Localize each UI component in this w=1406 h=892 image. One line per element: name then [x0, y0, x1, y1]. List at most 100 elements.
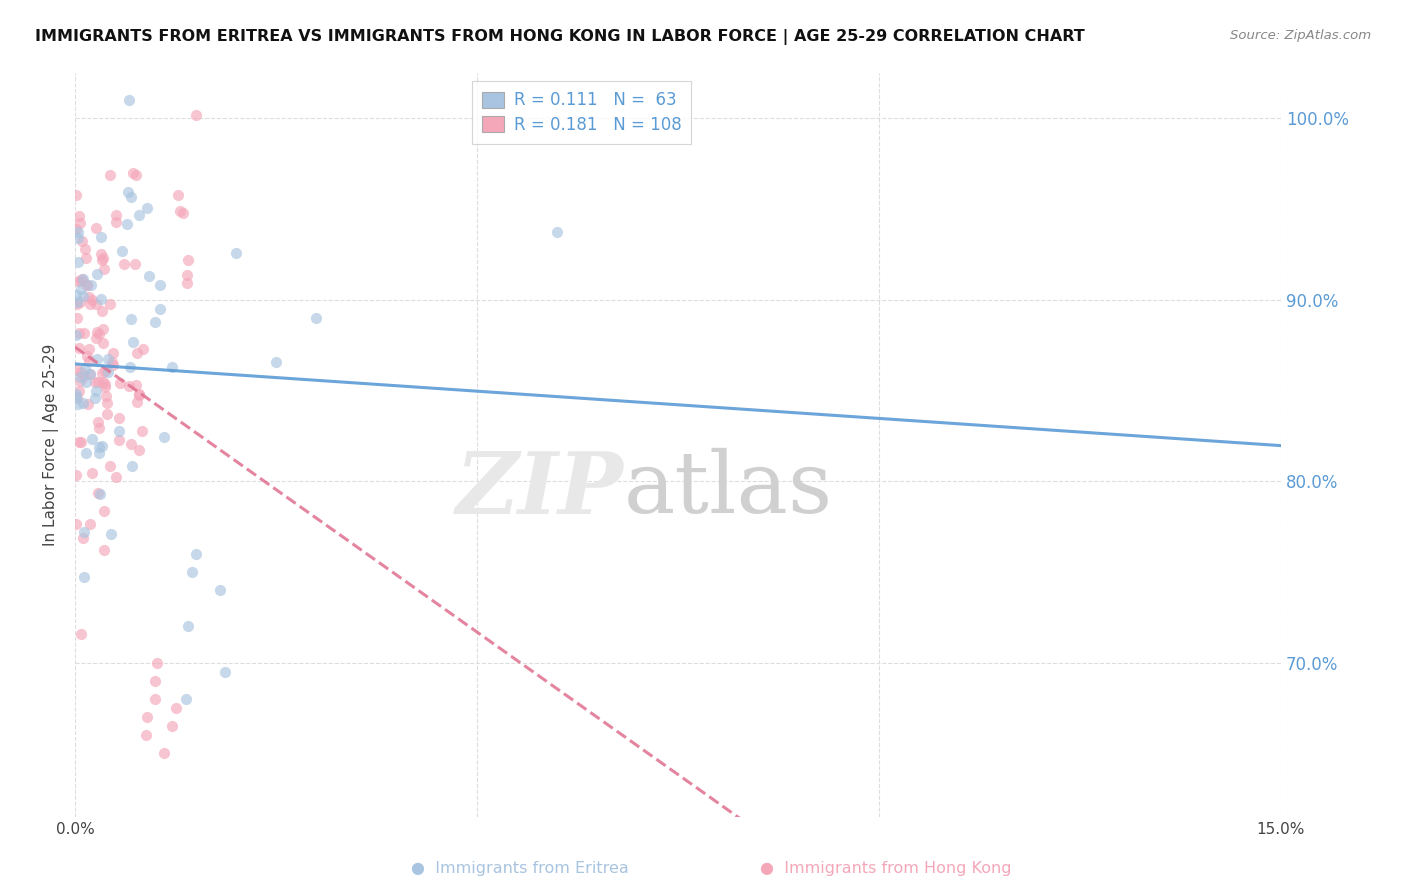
Point — [208, 583, 231, 598]
Point — [72, 289, 94, 303]
Point — [94, 379, 117, 393]
Point — [76, 278, 98, 293]
Point — [77, 353, 100, 368]
Point — [165, 701, 187, 715]
Point — [100, 526, 122, 541]
Point — [65, 468, 87, 483]
Point — [79, 367, 101, 381]
Point — [76, 349, 98, 363]
Point — [101, 346, 124, 360]
Point — [66, 392, 89, 406]
Point — [181, 565, 204, 579]
Point — [152, 429, 174, 443]
Point — [128, 442, 150, 457]
Point — [79, 367, 101, 381]
Point — [87, 376, 110, 390]
Point — [167, 187, 190, 202]
Point — [120, 190, 142, 204]
Point — [184, 547, 207, 561]
Point — [93, 376, 115, 391]
Point — [77, 397, 100, 411]
Y-axis label: In Labor Force | Age 25-29: In Labor Force | Age 25-29 — [44, 343, 59, 546]
Point — [145, 673, 167, 688]
Point — [128, 387, 150, 401]
Point — [84, 221, 107, 235]
Point — [87, 421, 110, 435]
Point — [173, 206, 195, 220]
Point — [75, 376, 97, 390]
Point — [169, 203, 191, 218]
Point — [90, 229, 112, 244]
Point — [105, 208, 128, 222]
Point — [75, 446, 97, 460]
Point — [65, 517, 87, 532]
Point — [120, 312, 142, 326]
Point — [84, 375, 107, 389]
Point — [66, 311, 89, 326]
Point — [82, 433, 104, 447]
Point — [73, 326, 96, 341]
Point — [128, 208, 150, 222]
Point — [66, 396, 89, 410]
Text: ●  Immigrants from Hong Kong: ● Immigrants from Hong Kong — [761, 861, 1011, 876]
Point — [100, 459, 122, 474]
Point — [125, 377, 148, 392]
Point — [65, 327, 87, 342]
Point — [69, 216, 91, 230]
Point — [115, 217, 138, 231]
Text: IMMIGRANTS FROM ERITREA VS IMMIGRANTS FROM HONG KONG IN LABOR FORCE | AGE 25-29 : IMMIGRANTS FROM ERITREA VS IMMIGRANTS FR… — [35, 29, 1085, 45]
Point — [84, 297, 107, 311]
Point — [79, 297, 101, 311]
Point — [96, 396, 118, 410]
Point — [82, 293, 104, 307]
Point — [90, 247, 112, 261]
Point — [66, 274, 89, 288]
Point — [136, 201, 159, 215]
Point — [80, 278, 103, 293]
Point — [120, 437, 142, 451]
Point — [67, 231, 90, 245]
Point — [87, 415, 110, 429]
Point — [86, 267, 108, 281]
Point — [91, 251, 114, 265]
Point — [125, 168, 148, 182]
Point — [87, 326, 110, 341]
Point — [70, 234, 93, 248]
Point — [84, 391, 107, 405]
Point — [101, 355, 124, 369]
Point — [305, 311, 328, 326]
Point — [80, 466, 103, 480]
Point — [72, 531, 94, 545]
Text: Source: ZipAtlas.com: Source: ZipAtlas.com — [1230, 29, 1371, 42]
Point — [546, 225, 568, 239]
Point — [67, 225, 90, 239]
Point — [105, 215, 128, 229]
Text: ZIP: ZIP — [456, 448, 624, 532]
Point — [65, 390, 87, 404]
Point — [70, 272, 93, 286]
Point — [145, 656, 167, 670]
Point — [67, 209, 90, 223]
Point — [72, 396, 94, 410]
Point — [131, 424, 153, 438]
Point — [93, 543, 115, 558]
Point — [225, 246, 247, 260]
Point — [91, 253, 114, 268]
Point — [118, 379, 141, 393]
Point — [69, 294, 91, 309]
Point — [111, 244, 134, 259]
Point — [77, 342, 100, 356]
Point — [87, 446, 110, 460]
Point — [84, 384, 107, 398]
Point — [98, 297, 121, 311]
Point — [149, 278, 172, 293]
Point — [110, 376, 132, 390]
Point — [97, 365, 120, 379]
Point — [124, 257, 146, 271]
Point — [176, 619, 198, 633]
Point — [65, 187, 87, 202]
Point — [87, 440, 110, 454]
Point — [66, 296, 89, 310]
Point — [67, 434, 90, 449]
Point — [128, 388, 150, 402]
